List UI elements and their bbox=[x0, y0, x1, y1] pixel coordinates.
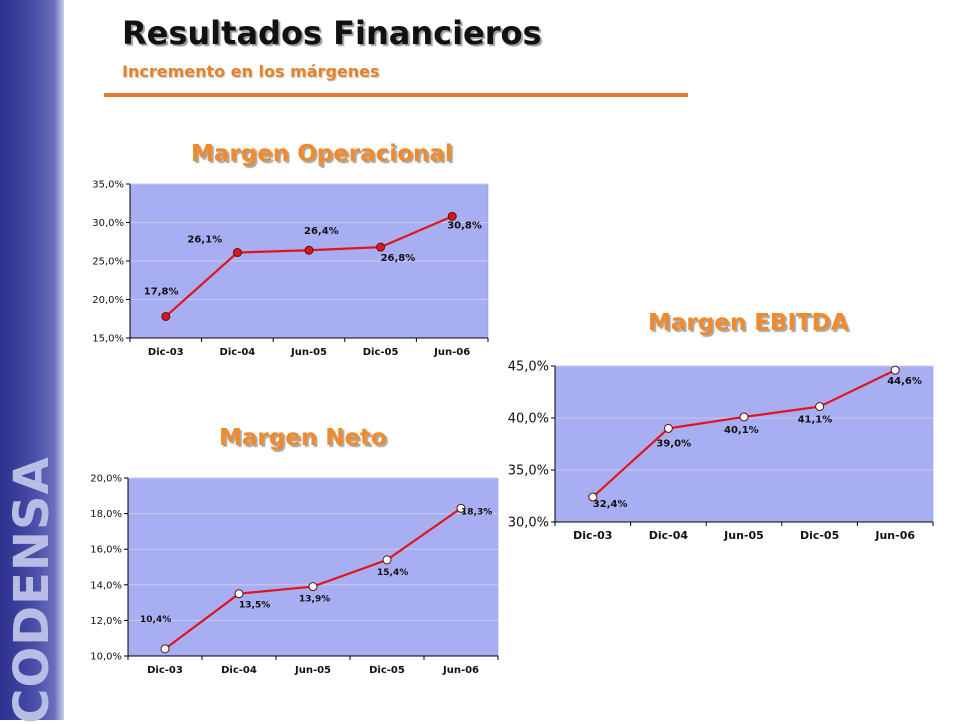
data-point bbox=[663, 423, 673, 433]
y-tick-label: 20,0% bbox=[92, 295, 124, 306]
codensa-logo: CODENSA bbox=[4, 456, 60, 724]
data-label: 15,4% bbox=[377, 568, 408, 578]
data-point bbox=[161, 311, 171, 321]
x-tick-label: Jun-06 bbox=[874, 529, 915, 542]
data-label: 39,0% bbox=[656, 438, 691, 449]
page-subtitle: Incremento en los márgenes bbox=[122, 62, 380, 81]
chart-margen-operacional: 15,0% 20,0% 25,0% 30,0% 35,0% Dic-03 Dic-04 Jun… bbox=[92, 180, 489, 358]
x-tick-label: Jun-05 bbox=[723, 529, 764, 542]
data-label: 26,8% bbox=[381, 253, 416, 264]
page-title: Resultados Financieros bbox=[122, 14, 542, 52]
y-tick-label: 45,0% bbox=[508, 360, 549, 375]
y-tick-label: 10,0% bbox=[90, 652, 122, 663]
data-point bbox=[308, 582, 318, 592]
data-label: 18,3% bbox=[461, 507, 492, 517]
data-label: 26,4% bbox=[304, 226, 339, 237]
x-tick-label: Dic-03 bbox=[148, 347, 184, 358]
x-tick-label: Dic-03 bbox=[573, 529, 612, 542]
chart-title-margen-operacional: Margen Operacional bbox=[191, 141, 453, 167]
data-label: 13,9% bbox=[299, 595, 330, 605]
y-tick-label: 12,0% bbox=[90, 616, 122, 627]
title-underline bbox=[104, 93, 688, 97]
x-tick-label: Dic-05 bbox=[800, 529, 839, 542]
x-tick-label: Jun-06 bbox=[442, 665, 479, 676]
y-tick-label: 16,0% bbox=[90, 545, 122, 556]
data-point bbox=[447, 211, 457, 221]
data-label: 26,1% bbox=[187, 235, 222, 246]
data-point bbox=[160, 644, 170, 654]
y-tick-label: 20,0% bbox=[90, 474, 122, 485]
data-point bbox=[456, 503, 466, 513]
x-tick-label: Dic-05 bbox=[363, 347, 399, 358]
data-point bbox=[890, 365, 900, 375]
data-label: 13,5% bbox=[239, 601, 270, 611]
data-point bbox=[382, 555, 392, 565]
y-tick-label: 14,0% bbox=[90, 580, 122, 591]
chart-title-margen-ebitda: Margen EBITDA bbox=[648, 310, 849, 336]
y-tick-label: 15,0% bbox=[92, 334, 124, 345]
y-tick-label: 35,0% bbox=[508, 464, 549, 479]
y-tick-label: 30,0% bbox=[92, 218, 124, 229]
x-tick-label: Dic-04 bbox=[220, 347, 256, 358]
data-label: 40,1% bbox=[724, 425, 759, 436]
sidebar-band: CODENSA bbox=[0, 0, 64, 724]
x-tick-label: Dic-03 bbox=[147, 665, 183, 676]
data-point bbox=[815, 402, 825, 412]
data-label: 41,1% bbox=[798, 415, 833, 426]
plot-area bbox=[554, 365, 934, 523]
x-tick-label: Jun-05 bbox=[294, 665, 331, 676]
x-tick-label: Dic-04 bbox=[221, 665, 257, 676]
y-tick-label: 35,0% bbox=[92, 180, 124, 191]
data-point bbox=[232, 248, 242, 258]
data-label: 17,8% bbox=[144, 286, 179, 297]
y-tick-label: 18,0% bbox=[90, 509, 122, 520]
sidebar-edge bbox=[55, 0, 64, 720]
data-point bbox=[304, 245, 314, 255]
x-tick-label: Dic-04 bbox=[649, 529, 689, 542]
y-tick-label: 40,0% bbox=[508, 412, 549, 427]
data-label: 10,4% bbox=[140, 615, 171, 625]
chart-margen-ebitda: 30,0% 35,0% 40,0% 45,0% Dic-03 Dic-04 Jun-05 Di… bbox=[508, 360, 934, 542]
chart-title-margen-neto: Margen Neto bbox=[219, 425, 387, 451]
x-tick-label: Jun-05 bbox=[290, 347, 327, 358]
data-label: 44,6% bbox=[887, 376, 922, 387]
plot-area bbox=[127, 477, 499, 657]
y-tick-label: 30,0% bbox=[508, 516, 549, 531]
data-point bbox=[376, 242, 386, 252]
chart-margen-neto: 10,0% 12,0% 14,0% 16,0% 18,0% 20,0% Dic-03 Dic-… bbox=[90, 474, 499, 676]
data-point bbox=[588, 492, 598, 502]
y-tick-label: 25,0% bbox=[92, 257, 124, 268]
data-point bbox=[234, 589, 244, 599]
data-label: 32,4% bbox=[593, 499, 628, 510]
x-tick-label: Dic-05 bbox=[369, 665, 405, 676]
x-tick-label: Jun-06 bbox=[433, 347, 470, 358]
data-label: 30,8% bbox=[447, 220, 482, 231]
data-point bbox=[739, 412, 749, 422]
